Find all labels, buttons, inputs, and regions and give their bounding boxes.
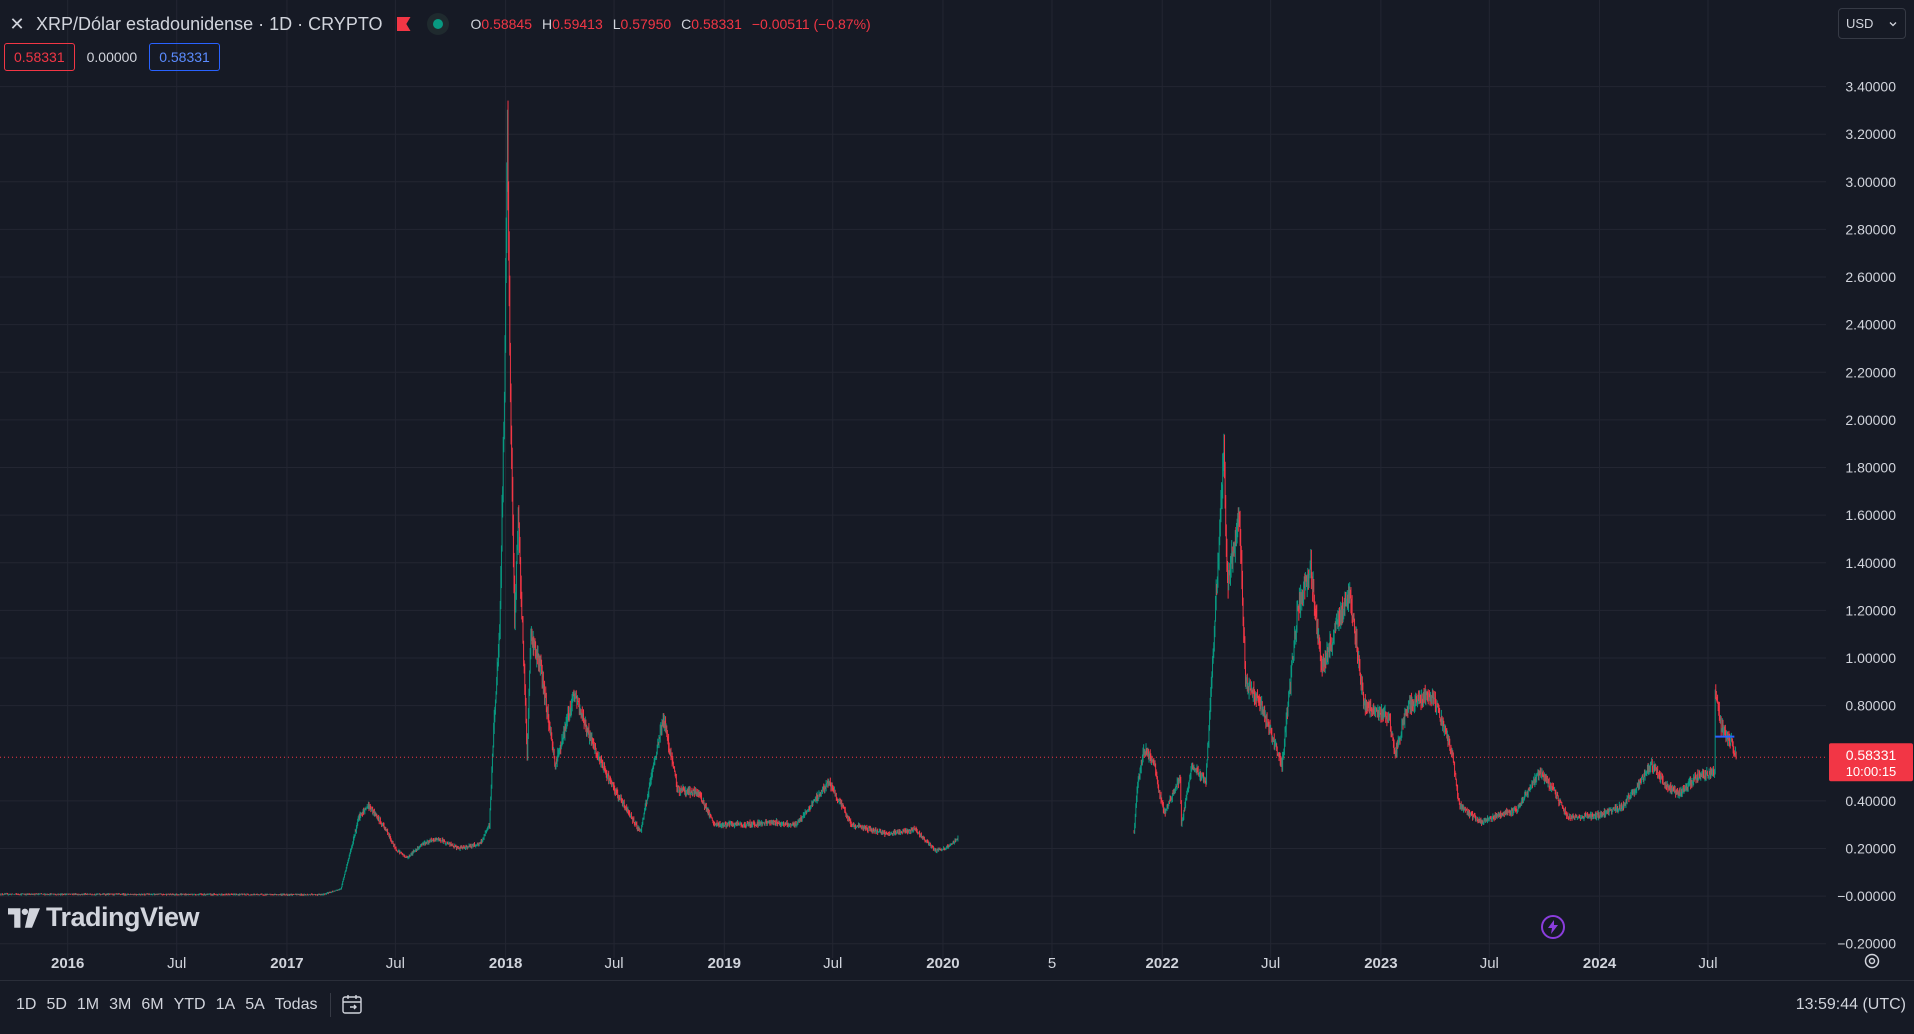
time-tick-label: 2019 xyxy=(708,955,741,972)
candles xyxy=(0,100,1737,897)
time-tick-label: Jul xyxy=(823,955,842,972)
ohlc-high-value: 0.59413 xyxy=(552,16,603,32)
time-tick-label: Jul xyxy=(1698,955,1717,972)
calendar-icon xyxy=(342,994,363,1014)
time-axis: 2016 Jul 2017 Jul 2018 Jul 2019 Jul 2020 5 2022 Jul… xyxy=(51,955,1718,972)
price-tick-label: 1.80000 xyxy=(1845,460,1896,476)
range-5a[interactable]: 5A xyxy=(245,995,265,1013)
price-tick-label: 1.40000 xyxy=(1845,555,1896,571)
ohlc-open-key: O xyxy=(470,16,482,32)
symbol-title[interactable]: XRP/Dólar estadounidense · 1D · CRYPTO xyxy=(36,13,383,34)
time-tick-label: 2018 xyxy=(489,955,522,972)
go-to-date-button[interactable] xyxy=(341,994,365,1016)
symbol-legend: ✕ XRP/Dólar estadounidense · 1D · CRYPTO… xyxy=(8,12,871,36)
indicator-values: 0.58331 0.00000 0.58331 xyxy=(4,43,220,71)
ohlc-high-key: H xyxy=(542,16,553,32)
range-1a[interactable]: 1A xyxy=(215,995,236,1013)
range-ytd[interactable]: YTD xyxy=(173,995,206,1013)
price-tick-label: 2.20000 xyxy=(1845,364,1896,380)
price-tick-label: 2.80000 xyxy=(1845,221,1896,237)
price-tick-label: −0.20000 xyxy=(1837,936,1896,952)
currency-select[interactable]: USD xyxy=(1838,8,1906,39)
tradingview-logo: TradingView xyxy=(8,902,200,933)
time-tick-label: Jul xyxy=(386,955,405,972)
flag-icon[interactable] xyxy=(396,17,411,31)
chevron-down-icon xyxy=(1889,21,1897,26)
time-tick-label: 2024 xyxy=(1583,955,1617,972)
price-tick-label: 0.40000 xyxy=(1845,793,1896,809)
bottom-toolbar: 1D 5D 1M 3M 6M YTD 1A 5A Todas 13:59:44 … xyxy=(0,980,1914,1028)
ohlc-close-key: C xyxy=(681,16,692,32)
price-axis: 3.40000 3.20000 3.00000 2.80000 2.60000 2.400… xyxy=(1837,79,1896,952)
chart-grid xyxy=(0,0,1826,958)
time-tick-label: 2022 xyxy=(1146,955,1179,972)
toolbar-divider xyxy=(330,992,332,1017)
range-1m[interactable]: 1M xyxy=(76,995,100,1013)
close-icon[interactable]: ✕ xyxy=(9,13,25,34)
price-tick-label: 1.60000 xyxy=(1845,507,1896,523)
price-tick-label: 2.60000 xyxy=(1845,269,1896,285)
tradingview-logo-icon xyxy=(8,907,40,928)
utc-clock[interactable]: 13:59:44 (UTC) xyxy=(1795,995,1906,1013)
value-box-bid[interactable]: 0.58331 xyxy=(4,43,75,71)
time-tick-label: Jul xyxy=(604,955,623,972)
last-price-tag xyxy=(1829,743,1913,782)
ohlc-change: −0.00511 (−0.87%) xyxy=(751,16,871,32)
last-price-label: 0.58331 xyxy=(1846,747,1897,763)
time-tick-label: 2016 xyxy=(51,955,84,972)
price-tick-label: 0.80000 xyxy=(1845,698,1896,714)
gear-icon[interactable] xyxy=(1863,952,1881,970)
price-tick-label: 3.20000 xyxy=(1845,126,1896,142)
bar-countdown: 10:00:15 xyxy=(1846,764,1897,779)
time-tick-label: 5 xyxy=(1048,955,1056,972)
time-tick-label: 2020 xyxy=(926,955,959,972)
price-tick-label: 2.40000 xyxy=(1845,317,1896,333)
price-tick-label: 1.00000 xyxy=(1845,650,1896,666)
tradingview-logo-text: TradingView xyxy=(46,902,200,932)
ohlc-values: O0.58845 H0.59413 L0.57950 C0.58331 −0.0… xyxy=(471,16,871,32)
time-tick-label: Jul xyxy=(167,955,186,972)
time-tick-label: Jul xyxy=(1261,955,1280,972)
ohlc-close-value: 0.58331 xyxy=(691,16,742,32)
price-tick-label: 1.20000 xyxy=(1845,602,1896,618)
price-tick-label: 3.40000 xyxy=(1845,79,1896,95)
price-tick-label: 2.00000 xyxy=(1845,412,1896,428)
range-all[interactable]: Todas xyxy=(274,995,318,1013)
value-box-ask[interactable]: 0.58331 xyxy=(149,43,220,71)
value-spread: 0.00000 xyxy=(86,49,138,65)
ohlc-low-value: 0.57950 xyxy=(620,16,672,32)
time-tick-label: Jul xyxy=(1480,955,1499,972)
range-1d[interactable]: 1D xyxy=(16,995,37,1013)
price-tick-label: 3.00000 xyxy=(1845,174,1896,190)
price-tick-label: 0.20000 xyxy=(1845,840,1896,856)
time-tick-label: 2017 xyxy=(270,955,303,972)
price-tick-label: −0.00000 xyxy=(1837,888,1896,904)
ohlc-open-value: 0.58845 xyxy=(481,16,532,32)
time-tick-label: 2023 xyxy=(1364,955,1397,972)
lightning-icon[interactable] xyxy=(1541,915,1565,939)
range-3m[interactable]: 3M xyxy=(109,995,132,1013)
range-5d[interactable]: 5D xyxy=(46,995,67,1013)
currency-label: USD xyxy=(1846,16,1874,31)
ohlc-low-key: L xyxy=(612,16,621,32)
market-status-icon[interactable] xyxy=(426,13,449,35)
range-6m[interactable]: 6M xyxy=(141,995,164,1013)
